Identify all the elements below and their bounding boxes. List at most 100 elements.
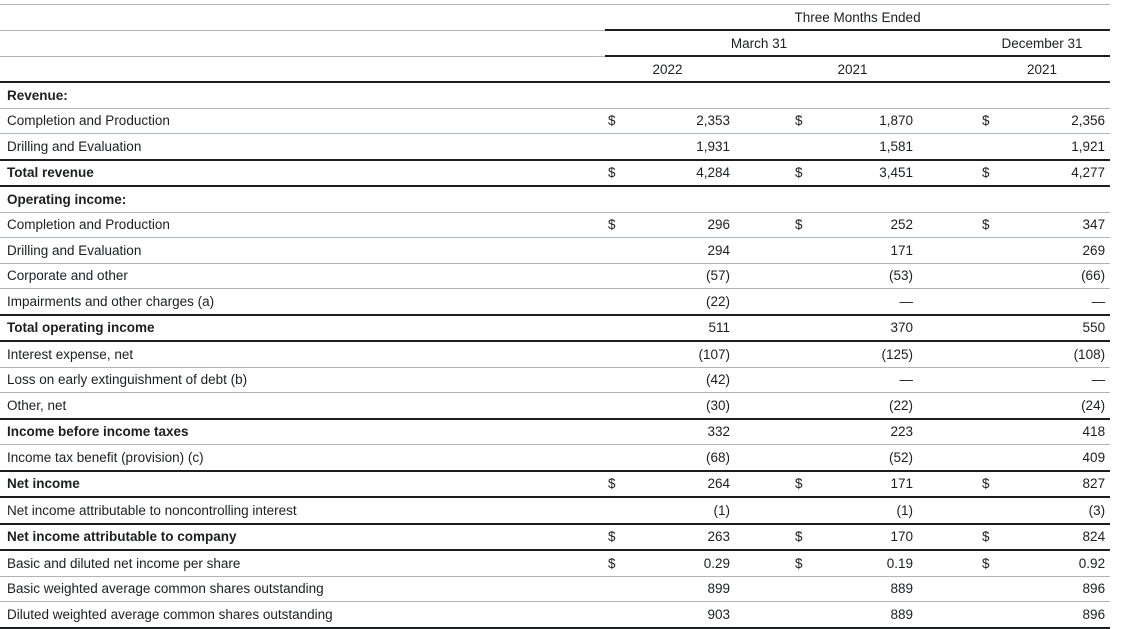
value-cell: 4,277 (1009, 159, 1111, 187)
table-row: Basic and diluted net income per share $… (0, 550, 1111, 577)
value-cell: (1) (822, 497, 979, 525)
dollar-sign: $ (979, 108, 1009, 134)
value-cell: (1) (635, 497, 792, 525)
value-cell: 896 (1009, 601, 1111, 629)
value-cell: (24) (1009, 392, 1111, 420)
value-cell: — (822, 288, 979, 316)
value-cell: 1,581 (822, 133, 979, 161)
dollar-sign: $ (979, 550, 1009, 577)
value-cell: 418 (1009, 418, 1111, 445)
value-cell: 2,353 (635, 108, 792, 134)
dollar-sign (792, 367, 822, 393)
dollar-sign (605, 444, 635, 472)
value-cell: (57) (635, 263, 792, 289)
dollar-sign (792, 392, 822, 420)
value-cell: (107) (635, 341, 792, 368)
dollar-sign (792, 263, 822, 289)
dollar-sign: $ (979, 212, 1009, 238)
table-row: Net income $ 264 $ 171 $ 827 (0, 470, 1111, 498)
header-period-title: Three Months Ended (605, 4, 1111, 31)
dollar-sign: $ (605, 212, 635, 238)
dollar-sign: $ (792, 212, 822, 238)
value-cell: 264 (635, 470, 792, 498)
value-cell: 1,921 (1009, 133, 1111, 161)
value-cell: 4,284 (635, 159, 792, 187)
value-cell: 296 (635, 212, 792, 238)
value-cell: (42) (635, 367, 792, 393)
value-cell (822, 186, 979, 213)
table-row: Other, net (30) (22) (24) (0, 392, 1111, 420)
dollar-sign (979, 237, 1009, 264)
table-row: Drilling and Evaluation 1,931 1,581 1,92… (0, 133, 1111, 161)
value-cell: 252 (822, 212, 979, 238)
dollar-sign (979, 497, 1009, 525)
dollar-sign (792, 601, 822, 629)
row-label: Total revenue (0, 159, 605, 187)
header-date-march-31: March 31 (605, 30, 979, 57)
table-row: Income before income taxes 332 223 418 (0, 418, 1111, 445)
dollar-sign (979, 133, 1009, 161)
dollar-sign (792, 133, 822, 161)
value-cell: 170 (822, 523, 979, 551)
row-label: Operating income: (0, 186, 605, 213)
value-cell: 1,870 (822, 108, 979, 134)
value-cell: (22) (822, 392, 979, 420)
dollar-sign (979, 186, 1009, 213)
dollar-sign: $ (605, 108, 635, 134)
dollar-sign: $ (792, 108, 822, 134)
row-label: Completion and Production (0, 108, 605, 134)
row-label: Other, net (0, 392, 605, 420)
dollar-sign: $ (979, 470, 1009, 498)
value-cell (635, 186, 792, 213)
dollar-sign: $ (792, 550, 822, 577)
dollar-sign (605, 263, 635, 289)
header-spacer (0, 56, 605, 83)
table-row: Total operating income 511 370 550 (0, 314, 1111, 342)
dollar-sign (979, 367, 1009, 393)
header-date-december-31: December 31 (979, 30, 1111, 57)
value-cell: 332 (635, 418, 792, 445)
dollar-sign (605, 497, 635, 525)
dollar-sign: $ (792, 523, 822, 551)
value-cell: 3,451 (822, 159, 979, 187)
table-row: Impairments and other charges (a) (22) —… (0, 288, 1111, 316)
dollar-sign (605, 341, 635, 368)
dollar-sign (792, 418, 822, 445)
value-cell (635, 82, 792, 109)
value-cell: 269 (1009, 237, 1111, 264)
table-row: Basic weighted average common shares out… (0, 576, 1111, 602)
dollar-sign (792, 341, 822, 368)
value-cell: 347 (1009, 212, 1111, 238)
value-cell: (125) (822, 341, 979, 368)
header-year-row: 2022 2021 2021 (0, 56, 1111, 83)
value-cell: 0.92 (1009, 550, 1111, 577)
dollar-sign: $ (605, 470, 635, 498)
value-cell: (3) (1009, 497, 1111, 525)
dollar-sign (979, 576, 1009, 602)
value-cell: 409 (1009, 444, 1111, 472)
value-cell: — (1009, 288, 1111, 316)
table-row: Drilling and Evaluation 294 171 269 (0, 237, 1111, 264)
dollar-sign: $ (792, 470, 822, 498)
header-year-2021-december: 2021 (979, 56, 1111, 83)
table-row: Total revenue $ 4,284 $ 3,451 $ 4,277 (0, 159, 1111, 187)
header-year-2021-march: 2021 (792, 56, 979, 83)
table-row: Corporate and other (57) (53) (66) (0, 263, 1111, 289)
table-row: Net income attributable to noncontrollin… (0, 497, 1111, 525)
dollar-sign (605, 288, 635, 316)
value-cell: (52) (822, 444, 979, 472)
table-row: Diluted weighted average common shares o… (0, 601, 1111, 629)
value-cell: 171 (822, 470, 979, 498)
dollar-sign (979, 444, 1009, 472)
row-label: Completion and Production (0, 212, 605, 238)
dollar-sign (979, 288, 1009, 316)
value-cell: 171 (822, 237, 979, 264)
header-year-2022: 2022 (605, 56, 792, 83)
row-label: Income before income taxes (0, 418, 605, 445)
table-body: Revenue: Completion and Production $ 2,3… (0, 82, 1111, 629)
value-cell: 889 (822, 576, 979, 602)
table-row: Completion and Production $ 296 $ 252 $ … (0, 212, 1111, 238)
value-cell: (108) (1009, 341, 1111, 368)
dollar-sign (605, 237, 635, 264)
financial-results-table: Three Months Ended March 31 December 31 … (0, 4, 1111, 629)
